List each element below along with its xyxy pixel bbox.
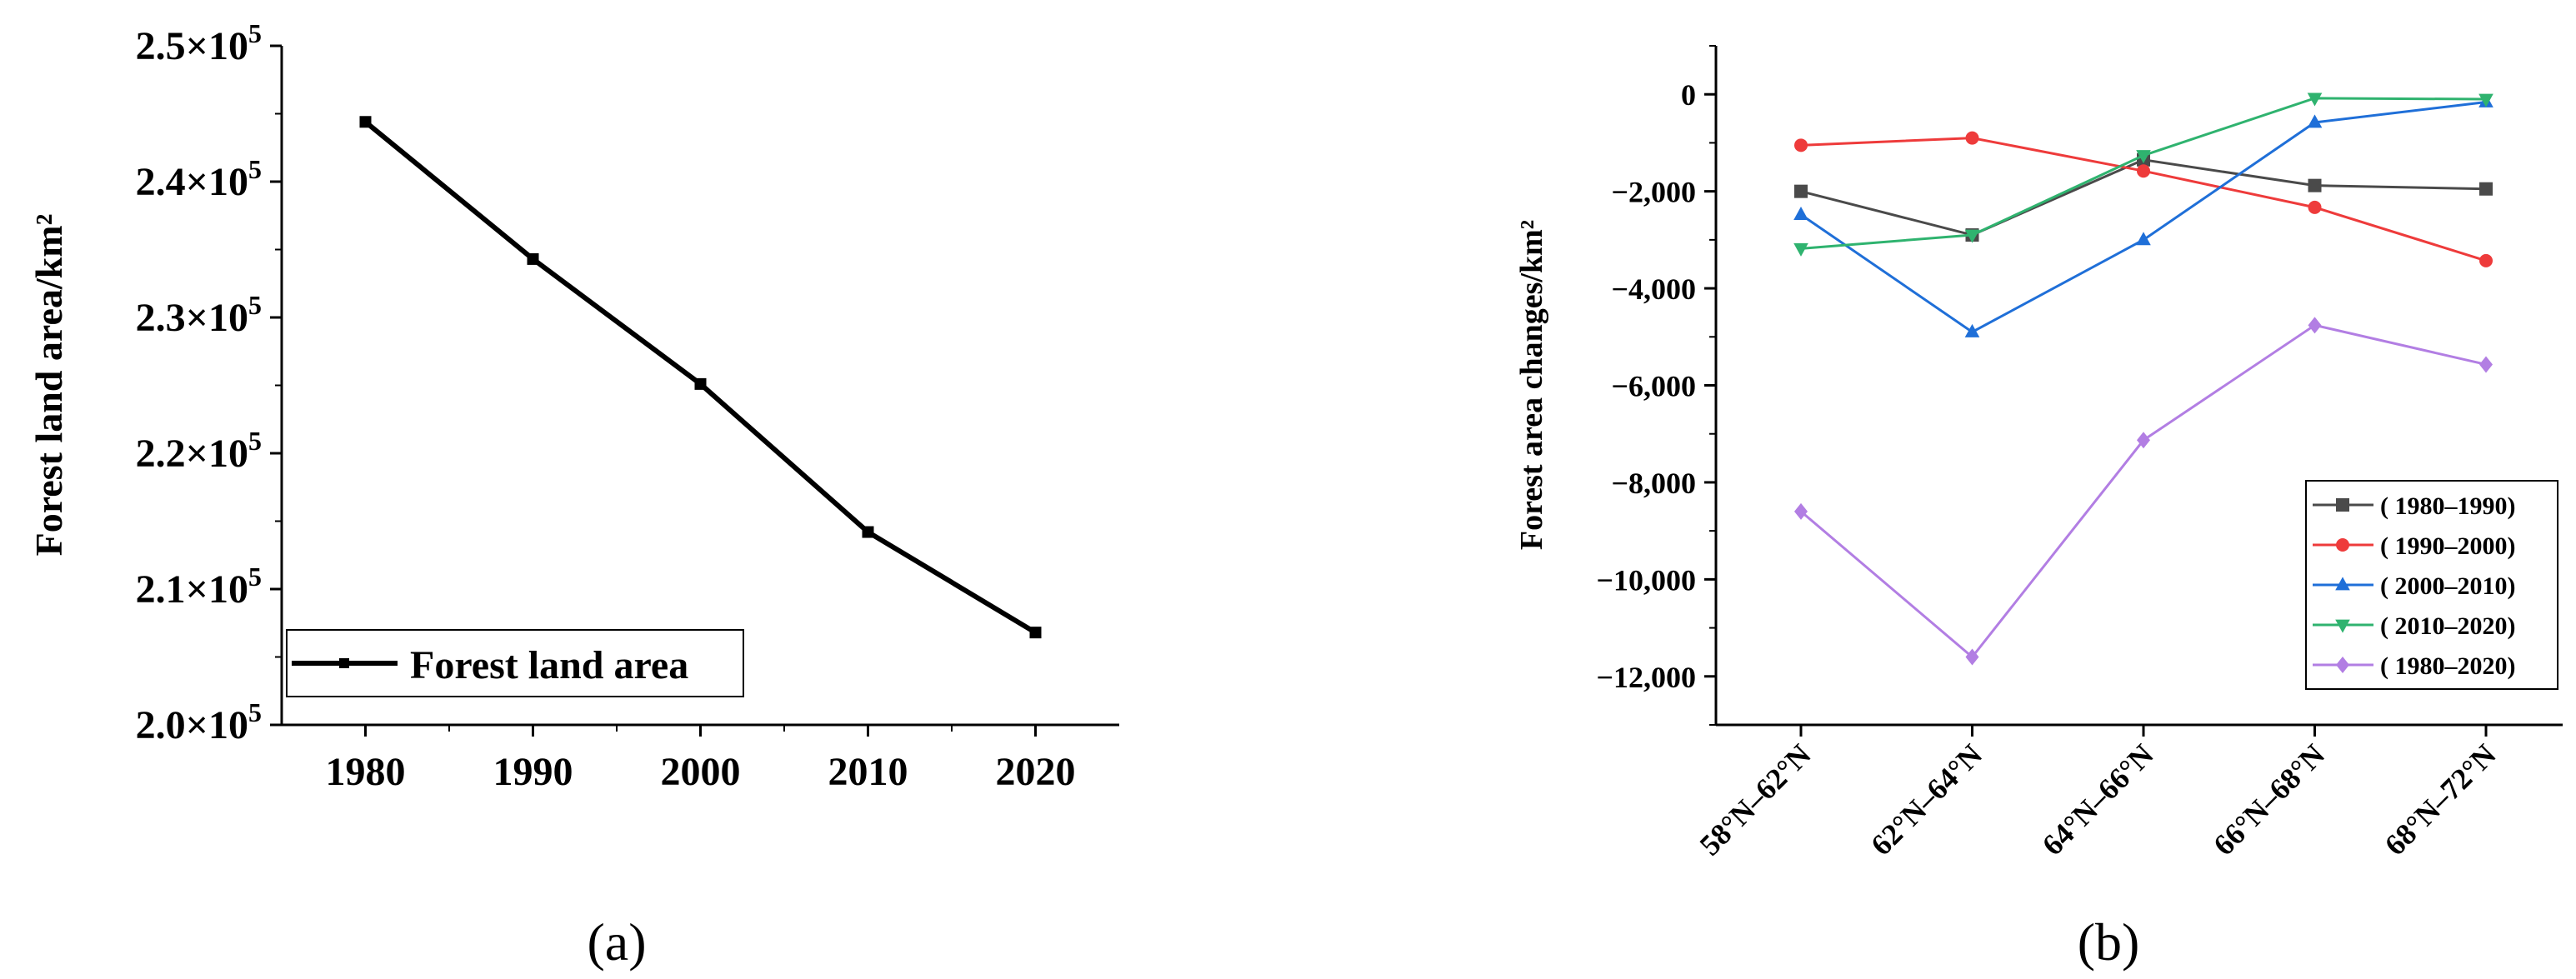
- panel-a-y-axis-title: Forest land area/km²: [28, 214, 70, 557]
- panel-a-y-tick-exponent: 5: [248, 290, 262, 320]
- panel-a-y-tick-mantissa: 2.3×10: [136, 296, 248, 340]
- panel-b-data-point: [2308, 317, 2322, 334]
- panel-a-y-tick-label: 2.4×105: [136, 154, 262, 204]
- panel-a-legend-marker: [339, 658, 349, 668]
- panel-b-data-point: [1793, 242, 1808, 257]
- panel-a-y-tick-mantissa: 2.2×10: [136, 432, 248, 476]
- panel-b-legend: ( 1980–1990) ( 1990–2000) ( 2000–2010) ( 20…: [2305, 480, 2558, 690]
- panel-a-y-tick-exponent: 5: [248, 154, 262, 184]
- panel-b-x-tick-label: 64°N–66°N: [2036, 737, 2160, 862]
- panel-b-data-point: [2136, 150, 2151, 164]
- panel-b-x-tick-label: 58°N–62°N: [1693, 737, 1818, 862]
- panel-b-plot-area: [1793, 92, 2493, 666]
- panel-a-y-tick-exponent: 5: [248, 562, 262, 592]
- panel-a-y-tick-label: 2.2×105: [136, 426, 262, 476]
- panel-b-y-tick-label: −10,000: [1596, 563, 1696, 597]
- panel-b-data-point: [2137, 164, 2150, 178]
- panel-b-data-point: [1965, 131, 1979, 145]
- panel-a-y-tick-label: 2.3×105: [136, 290, 262, 340]
- panel-a-data-point: [694, 377, 707, 390]
- panel-b-data-point: [2308, 178, 2322, 192]
- panel-b-x-ticks: 58°N–62°N 62°N–64°N 64°N–66°N 66°N–68°N 68°N…: [1693, 725, 2503, 862]
- panel-b-data-point: [2479, 253, 2493, 267]
- panel-b-data-point: [1964, 323, 1980, 337]
- panel-b-data-point: [1965, 648, 1979, 666]
- panel-a-data-point: [359, 116, 372, 128]
- panel-b-y-tick-label: −12,000: [1596, 661, 1696, 694]
- panel-b-y-tick-label: −2,000: [1611, 176, 1696, 209]
- panel-b-x-tick-label: 66°N–68°N: [2207, 737, 2331, 862]
- panel-a-series-line: [363, 119, 1038, 635]
- panel-a-y-ticks: 2.0×1052.1×1052.2×1052.3×1052.4×1052.5×1…: [136, 18, 282, 747]
- panel-a-plot-area: [359, 116, 1042, 639]
- panel-a-data-point: [862, 526, 874, 538]
- panel-a-chart: 2.0×1052.1×1052.2×1052.3×1052.4×1052.5×1…: [28, 18, 1119, 972]
- panel-b-legend-label: ( 1980–1990): [2380, 492, 2515, 520]
- panel-a-data-point: [527, 252, 539, 265]
- panel-b-data-point: [2137, 432, 2150, 449]
- panel-a-x-tick-label: 1980: [326, 750, 406, 794]
- panel-b-data-point: [1793, 206, 1808, 220]
- panel-b-data-point: [2136, 232, 2151, 246]
- panel-b-y-axis-title: Forest area changes/km²: [1514, 220, 1549, 550]
- panel-a-y-tick-mantissa: 2.5×10: [136, 24, 248, 68]
- panel-b-y-tick-label: −8,000: [1611, 467, 1696, 500]
- panel-b-legend-label: ( 2000–2010): [2380, 572, 2515, 600]
- panel-b-x-tick-label: 68°N–72°N: [2378, 737, 2503, 862]
- panel-b-legend-marker: [2335, 619, 2350, 633]
- panel-a-y-tick-exponent: 5: [248, 697, 262, 727]
- panel-b-legend-marker: [2335, 577, 2350, 591]
- panel-a-y-tick-exponent: 5: [248, 18, 262, 48]
- panel-b-data-point: [2307, 114, 2323, 128]
- panel-b-y-tick-label: 0: [1681, 78, 1696, 112]
- panel-a-x-tick-label: 2000: [661, 750, 741, 794]
- panel-b-chart: 0−2,000−4,000−6,000−8,000−10,000−12,000 …: [1514, 45, 2563, 972]
- panel-a-x-tick-label: 2010: [828, 750, 908, 794]
- panel-b-data-point: [2479, 356, 2493, 373]
- panel-a-label: (a): [587, 912, 646, 972]
- panel-a-y-tick-label: 2.1×105: [136, 562, 262, 612]
- panel-a-y-tick-label: 2.0×105: [136, 697, 262, 747]
- panel-b-legend-marker: [2336, 657, 2349, 673]
- panel-b-data-point: [1794, 502, 1808, 520]
- panel-a-y-tick-label: 2.5×105: [136, 18, 262, 68]
- panel-a-data-point: [1029, 627, 1042, 639]
- panel-b-data-point: [1794, 138, 1808, 152]
- panel-a-y-tick-mantissa: 2.0×10: [136, 703, 248, 747]
- panel-b-legend-marker: [2336, 498, 2349, 512]
- panel-a-x-tick-label: 2020: [996, 750, 1076, 794]
- panel-b-data-point: [2478, 93, 2493, 107]
- panel-a-x-tick-label: 1990: [493, 750, 573, 794]
- panel-a-legend: Forest land area: [286, 629, 744, 697]
- panel-b-legend-label: ( 2010–2020): [2380, 612, 2515, 640]
- panel-b-label: (b): [2078, 912, 2140, 972]
- panel-b-legend-marker: [2336, 538, 2349, 552]
- panel-b-data-point: [2479, 182, 2493, 196]
- panel-b-data-point: [2307, 92, 2323, 107]
- panel-b-y-ticks: 0 −2,000 −4,000 −6,000 −8,000 −10,000 −12,000: [1596, 45, 1716, 726]
- panel-b-y-tick-label: −6,000: [1611, 370, 1696, 403]
- panel-b-data-point: [1794, 184, 1808, 198]
- panel-b-data-point: [2308, 200, 2322, 214]
- panel-b-legend-label: ( 1980–2020): [2380, 652, 2515, 680]
- panel-b-legend-label: ( 1990–2000): [2380, 532, 2515, 560]
- panel-a-x-ticks: 1980 1990 2000 2010 2020: [326, 725, 1076, 794]
- panel-b-x-tick-label: 62°N–64°N: [1864, 737, 1988, 862]
- panel-b-data-point: [1964, 229, 1980, 243]
- panel-a-y-tick-exponent: 5: [248, 426, 262, 456]
- panel-b-y-tick-label: −4,000: [1611, 272, 1696, 306]
- panel-a-y-tick-mantissa: 2.4×10: [136, 160, 248, 204]
- panel-a-y-tick-mantissa: 2.1×10: [136, 567, 248, 612]
- panel-a-legend-label: Forest land area: [410, 643, 688, 687]
